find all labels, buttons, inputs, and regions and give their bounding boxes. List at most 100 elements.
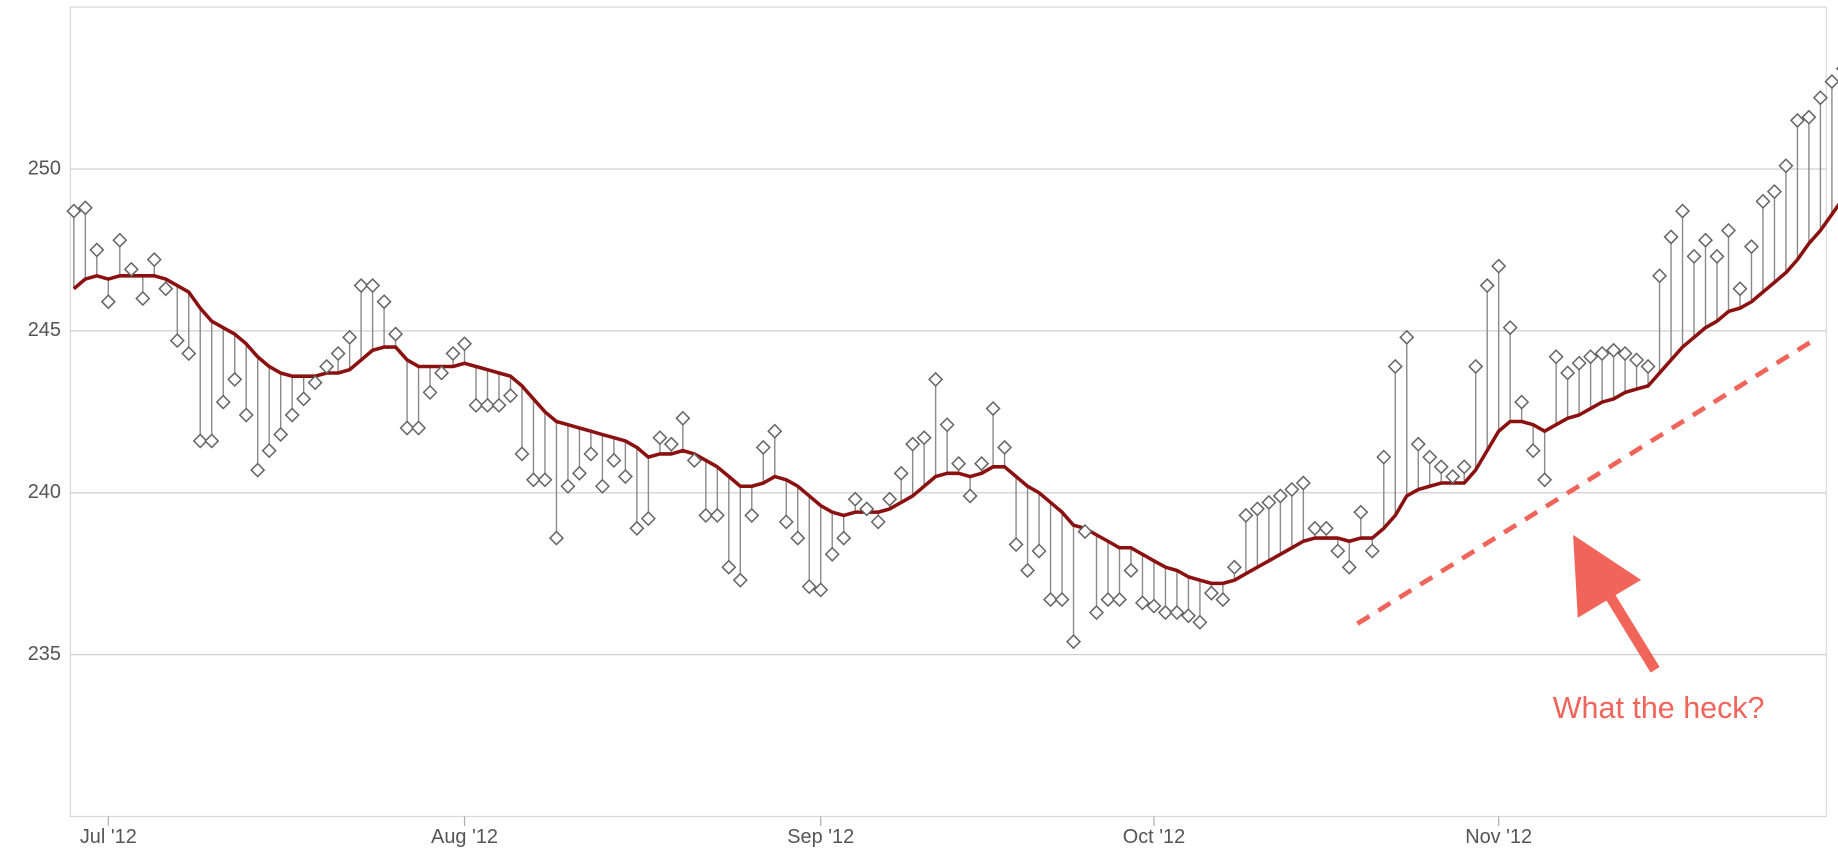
diamond-marker: [445, 345, 461, 362]
diamond-marker: [135, 290, 151, 307]
diamond-marker: [1387, 358, 1403, 375]
diamond-marker: [273, 426, 289, 443]
diamond-marker: [261, 443, 277, 459]
diamond-marker: [583, 446, 599, 462]
diamond-marker: [192, 433, 208, 449]
diamond-marker: [767, 423, 783, 439]
diamond-marker: [629, 520, 645, 536]
diamond-marker: [238, 407, 254, 423]
diamond-marker: [1157, 604, 1173, 621]
diamond-marker: [617, 468, 633, 485]
diamond-marker: [491, 397, 507, 413]
diamond-marker: [1307, 520, 1323, 536]
diamond-marker: [215, 394, 231, 410]
diamond-marker: [1743, 239, 1759, 255]
diamond-marker: [1203, 585, 1219, 601]
diamond-marker: [675, 410, 691, 426]
diamond-marker: [652, 430, 668, 446]
diamond-marker: [985, 400, 1001, 417]
diamond-marker: [1134, 595, 1150, 611]
diamond-marker: [1376, 449, 1392, 465]
diamond-marker: [813, 582, 829, 598]
diamond-marker: [537, 472, 553, 488]
diamond-marker: [1514, 394, 1530, 410]
diamond-marker: [1261, 494, 1277, 511]
diamond-marker: [1180, 608, 1196, 624]
y-tick-label: 235: [28, 643, 61, 665]
diamond-marker: [1399, 329, 1415, 345]
annotation-text: What the heck?: [1553, 691, 1765, 725]
diamond-marker: [571, 465, 587, 481]
diamond-marker: [606, 452, 622, 468]
labels: 235 240 245 250 Jul '12 Aug '12 Sep '12 Oct '12…: [28, 157, 1532, 848]
diamond-marker: [1675, 203, 1691, 219]
diamond-marker: [1824, 73, 1838, 90]
diamond-marker: [146, 252, 162, 268]
diamond-marker: [1433, 459, 1449, 475]
diamond-marker: [1422, 449, 1438, 465]
diamond-marker: [548, 530, 564, 546]
diamond-marker: [1606, 342, 1622, 358]
diamond-marker: [1330, 543, 1346, 559]
x-tick-label: Jul '12: [80, 826, 137, 848]
diamond-marker: [916, 430, 932, 446]
diamond-marker: [951, 456, 967, 472]
annotation-arrow-shaft: [1599, 582, 1660, 673]
diamond-marker: [1249, 501, 1265, 517]
diamond-marker: [698, 507, 714, 523]
diamond-marker: [1537, 472, 1553, 488]
diamond-marker: [112, 232, 128, 248]
diamond-marker: [284, 407, 300, 423]
diamond-marker: [181, 345, 197, 362]
y-tick-label: 240: [28, 481, 61, 503]
diamond-marker: [1801, 109, 1817, 125]
diamond-marker: [296, 391, 312, 407]
x-tick-label: Nov '12: [1465, 826, 1532, 848]
diamond-marker: [744, 507, 760, 523]
diamond-marker: [640, 511, 656, 527]
diamond-marker: [1364, 543, 1380, 559]
plot-frame: [69, 6, 1827, 818]
diamond-marker: [732, 572, 748, 588]
diamond-marker: [686, 452, 702, 468]
diamond-marker: [1077, 523, 1093, 540]
diamond-marker: [1583, 349, 1599, 365]
diamond-marker: [939, 417, 955, 433]
diamond-marker: [1066, 634, 1082, 650]
diamond-marker: [709, 507, 725, 523]
diamond-marker: [1341, 559, 1357, 575]
diamond-marker: [319, 358, 335, 375]
diamond-marker: [974, 456, 990, 472]
diamond-marker: [1652, 268, 1668, 284]
diamond-marker: [870, 514, 886, 530]
diamond-marker: [204, 433, 220, 449]
diamond-marker: [1020, 562, 1036, 579]
diamond-marker: [962, 488, 978, 504]
diamond-marker: [457, 336, 473, 352]
diamond-marker: [411, 420, 427, 436]
y-tick-label: 250: [28, 157, 61, 179]
x-tick-label: Sep '12: [787, 826, 854, 848]
markers: [66, 66, 1838, 650]
diamond-marker: [801, 579, 817, 595]
diamond-marker: [330, 345, 346, 362]
diamond-marker: [836, 530, 852, 546]
diamond-marker: [847, 491, 863, 507]
diamond-marker: [1491, 258, 1507, 274]
diamond-marker: [422, 384, 438, 400]
diamond-marker: [1571, 355, 1587, 371]
diamond-marker: [1789, 112, 1805, 129]
diamond-marker: [1100, 591, 1116, 608]
diamond-marker: [1043, 591, 1059, 608]
diamond-marker: [893, 465, 909, 481]
diamond-marker: [755, 439, 771, 456]
diamond-marker: [1479, 277, 1495, 294]
diamond-marker: [663, 436, 679, 452]
diamond-marker: [399, 420, 415, 436]
y-tick-label: 245: [28, 319, 61, 341]
diamond-marker: [169, 332, 185, 349]
diamond-marker: [1111, 591, 1128, 608]
diamond-marker: [1318, 520, 1334, 536]
